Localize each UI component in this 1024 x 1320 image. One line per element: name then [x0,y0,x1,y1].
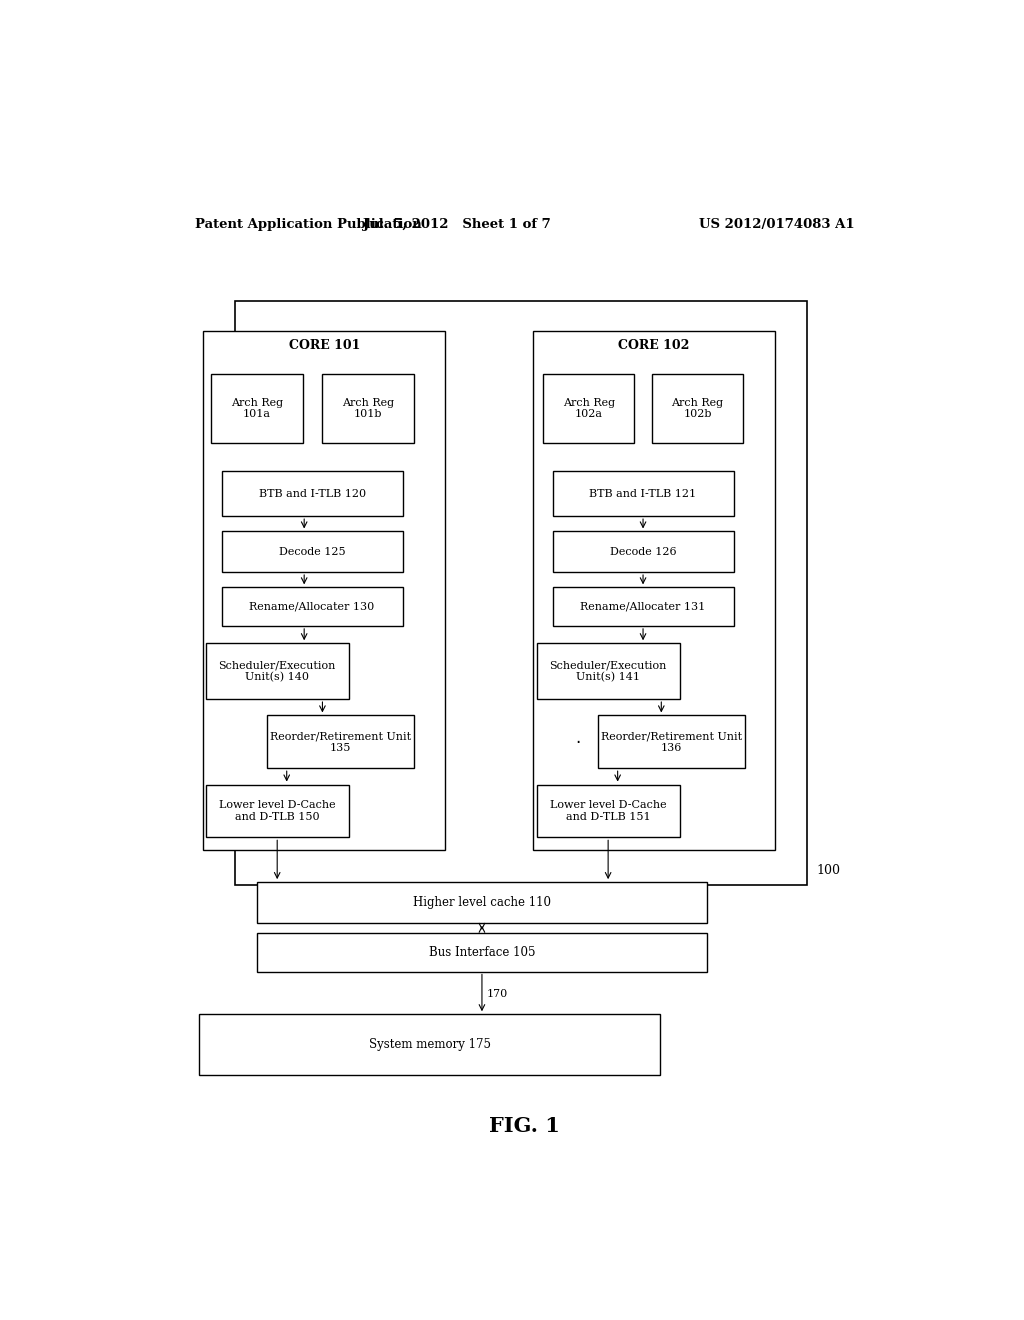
Text: CORE 102: CORE 102 [618,339,689,352]
Text: CORE 101: CORE 101 [289,339,360,352]
Text: Scheduler/Execution
Unit(s) 141: Scheduler/Execution Unit(s) 141 [550,660,667,682]
Text: US 2012/0174083 A1: US 2012/0174083 A1 [698,218,854,231]
Text: Patent Application Publication: Patent Application Publication [196,218,422,231]
Bar [537,784,680,837]
Bar [200,1014,659,1076]
Text: Reorder/Retirement Unit
136: Reorder/Retirement Unit 136 [601,731,741,752]
Text: Rename/Allocater 131: Rename/Allocater 131 [581,602,706,611]
Text: BTB and I-TLB 120: BTB and I-TLB 120 [258,488,366,499]
Text: Lower level D-Cache
and D-TLB 151: Lower level D-Cache and D-TLB 151 [550,800,667,822]
Text: System memory 175: System memory 175 [369,1039,490,1051]
Text: Scheduler/Execution
Unit(s) 140: Scheduler/Execution Unit(s) 140 [218,660,336,682]
Bar [257,882,708,923]
Bar [652,374,743,444]
Bar [553,532,733,572]
Text: Reorder/Retirement Unit
135: Reorder/Retirement Unit 135 [269,731,411,752]
Text: FIG. 1: FIG. 1 [489,1115,560,1137]
Text: Rename/Allocater 130: Rename/Allocater 130 [250,602,375,611]
Bar [206,784,348,837]
Bar [543,374,634,444]
Text: Higher level cache 110: Higher level cache 110 [413,896,551,909]
Bar [537,643,680,700]
Bar [598,715,744,768]
Bar [553,471,733,516]
Text: BTB and I-TLB 121: BTB and I-TLB 121 [590,488,696,499]
Text: Decode 126: Decode 126 [609,546,677,557]
Text: Lower level D-Cache
and D-TLB 150: Lower level D-Cache and D-TLB 150 [219,800,336,822]
Text: 100: 100 [816,865,840,876]
Bar [267,715,414,768]
Bar [532,331,775,850]
Text: Decode 125: Decode 125 [279,546,345,557]
Bar [211,374,303,444]
Bar [323,374,414,444]
Text: Bus Interface 105: Bus Interface 105 [429,945,536,958]
Text: Arch Reg
102b: Arch Reg 102b [672,397,724,420]
Bar [221,471,402,516]
Text: Arch Reg
102a: Arch Reg 102a [562,397,614,420]
Bar [553,587,733,626]
Text: Arch Reg
101b: Arch Reg 101b [342,397,394,420]
Bar [221,532,402,572]
Bar [236,301,807,886]
Bar [257,933,708,972]
Text: 170: 170 [486,989,508,999]
Text: Arch Reg
101a: Arch Reg 101a [230,397,283,420]
Bar [204,331,445,850]
Text: .: . [575,729,581,747]
Text: Jul. 5, 2012   Sheet 1 of 7: Jul. 5, 2012 Sheet 1 of 7 [364,218,551,231]
Bar [221,587,402,626]
Bar [206,643,348,700]
